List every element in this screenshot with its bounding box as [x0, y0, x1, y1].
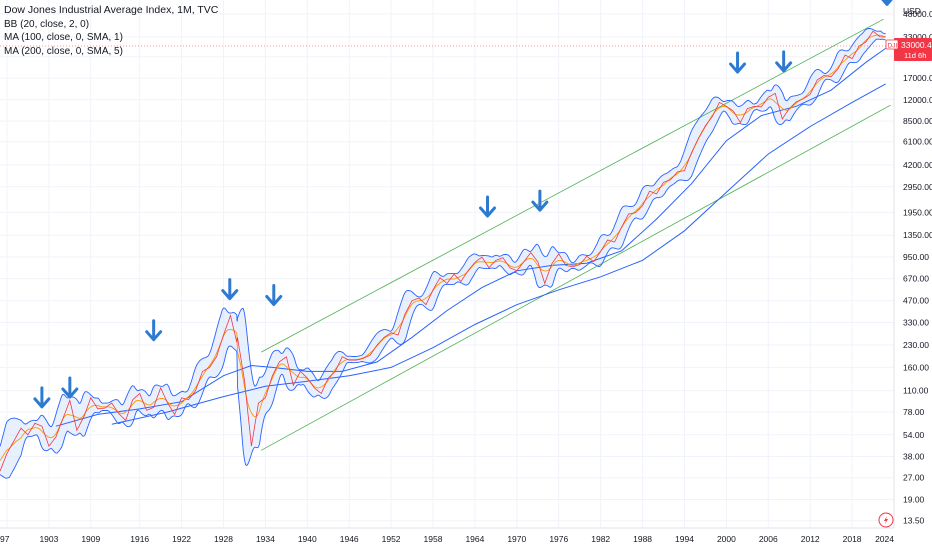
x-tick-label: 1952 [382, 534, 401, 544]
arrow-head [145, 330, 163, 342]
x-tick-label: 1909 [81, 534, 100, 544]
x-tick-label: 1982 [591, 534, 610, 544]
annotation-arrows[interactable] [33, 0, 894, 409]
x-tick-label: 1994 [675, 534, 694, 544]
x-tick-label: 1964 [465, 534, 484, 544]
y-tick-label: 33000.00 [903, 32, 932, 42]
down-arrow-icon [33, 386, 51, 409]
x-tick-label: 1946 [340, 534, 359, 544]
legend-indicator-bb[interactable]: BB (20, close, 2, 0) [4, 18, 90, 30]
y-tick-label: 670.00 [903, 274, 929, 284]
down-arrow-icon [221, 278, 239, 301]
y-tick-label: 1950.00 [903, 207, 932, 217]
x-tick-label: 1928 [214, 534, 233, 544]
symbol-box [885, 39, 899, 50]
y-tick-label: 27.00 [903, 473, 925, 483]
y-tick-label: 6100.00 [903, 137, 932, 147]
y-tick-label: 110.00 [903, 386, 929, 396]
y-tick-label: 230.00 [903, 340, 929, 350]
x-tick-label: 1922 [172, 534, 191, 544]
y-tick-label: 4200.00 [903, 160, 932, 170]
bb-upper-line [0, 27, 886, 447]
x-tick-label: 1934 [256, 534, 275, 544]
trend-channel-lines [261, 18, 891, 451]
arrow-head [221, 289, 239, 301]
down-arrow-icon [145, 319, 163, 342]
arrow-head [265, 294, 283, 306]
y-tick-label: 470.00 [903, 296, 929, 306]
arrow-head [881, 0, 893, 6]
x-tick-label: 2018 [843, 534, 862, 544]
y-axis-tick-labels: 48000.0033000.0024000.0017000.0012000.00… [903, 9, 932, 526]
channel-lower-line [261, 104, 891, 451]
price-badge[interactable]: DJI 33000.42 11d 6h [885, 38, 932, 61]
y-tick-label: 38.00 [903, 452, 925, 462]
bb-lower-line [0, 38, 886, 479]
arrow-head [531, 200, 549, 212]
y-tick-label: 950.00 [903, 252, 929, 262]
x-tick-label: 1916 [130, 534, 149, 544]
arrow-head [479, 206, 497, 218]
lightning-icon[interactable] [878, 512, 894, 528]
x-tick-label: 1940 [298, 534, 317, 544]
symbol-label: DJI [888, 43, 898, 50]
arrow-head [729, 62, 747, 74]
ma100-line [55, 47, 886, 427]
x-tick-label: 97 [0, 534, 10, 544]
y-tick-label: 54.00 [903, 430, 925, 440]
x-tick-label: 2024 [875, 534, 894, 544]
y-tick-label: 19.00 [903, 495, 925, 505]
x-tick-label: 1988 [633, 534, 652, 544]
down-arrow-icon [479, 195, 497, 218]
y-tick-label: 48000.00 [903, 9, 932, 19]
down-arrow-icon [775, 50, 793, 73]
x-tick-label: 1976 [549, 534, 568, 544]
legend-indicator-ma200[interactable]: MA (200, close, 0, SMA, 5) [4, 45, 123, 57]
bollinger-band-lines [0, 27, 886, 479]
chart-legend: Dow Jones Industrial Average Index, 1M, … [4, 4, 218, 58]
y-axis-unit: USD [903, 6, 921, 16]
y-tick-label: 1350.00 [903, 230, 932, 240]
down-arrow-icon [61, 376, 79, 399]
y-tick-label: 78.00 [903, 407, 925, 417]
chart-title[interactable]: Dow Jones Industrial Average Index, 1M, … [4, 4, 219, 16]
x-tick-label: 2006 [759, 534, 778, 544]
price-series-line [0, 30, 886, 472]
y-tick-label: 160.00 [903, 362, 929, 372]
down-arrow-icon [265, 283, 283, 306]
x-tick-label: 2012 [801, 534, 820, 544]
y-tick-label: 12000.00 [903, 95, 932, 105]
arrow-head [61, 387, 79, 399]
down-arrow-icon [729, 51, 747, 74]
legend-indicator-ma100[interactable]: MA (100, close, 0, SMA, 1) [4, 32, 123, 43]
down-arrow-icon [881, 0, 893, 6]
channel-upper-line [261, 18, 884, 353]
current-price-label: 33000.42 [901, 40, 932, 50]
y-tick-label: 8500.00 [903, 116, 932, 126]
y-tick-label: 2950.00 [903, 182, 932, 192]
ma200-line [111, 83, 886, 425]
chart-grid [0, 0, 895, 528]
x-tick-label: 2000 [717, 534, 736, 544]
x-tick-label: 1958 [424, 534, 443, 544]
bar-countdown-label: 11d 6h [904, 51, 926, 60]
bollinger-band-fill [0, 28, 886, 479]
x-axis-tick-labels: 97 1903 1909 1916 1922 1928 1934 1940 1946 1952 19… [0, 534, 894, 544]
y-tick-label: 17000.00 [903, 73, 932, 83]
x-tick-label: 1970 [507, 534, 526, 544]
price-badge-box [894, 38, 932, 61]
arrow-head [33, 397, 51, 409]
arrow-head [775, 61, 793, 73]
x-tick-label: 1903 [39, 534, 58, 544]
y-tick-label: 13.50 [903, 516, 925, 526]
down-arrow-icon [531, 189, 549, 212]
bb-fill-area [0, 28, 886, 479]
price-line [0, 30, 886, 472]
y-tick-label: 330.00 [903, 318, 929, 328]
moving-average-lines [55, 47, 886, 427]
